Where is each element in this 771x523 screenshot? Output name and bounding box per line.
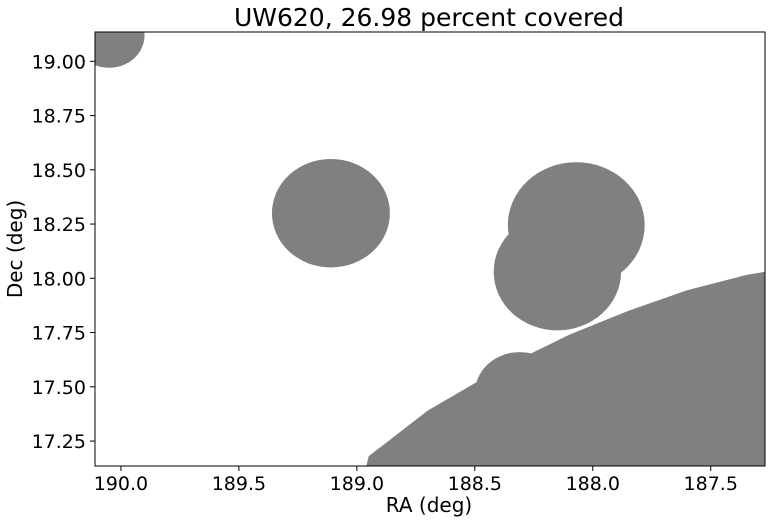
x-tick-label: 188.0 [566, 473, 620, 495]
y-tick-label: 18.50 [32, 160, 86, 182]
coverage-circle [271, 158, 390, 268]
plot-frame [94, 31, 766, 467]
x-tick-label: 190.0 [94, 473, 148, 495]
coverage-regions [95, 32, 765, 466]
y-tick-label: 19.00 [32, 51, 86, 73]
chart-title: UW620, 26.98 percent covered [234, 3, 624, 32]
y-tick-label: 17.50 [32, 377, 86, 399]
y-axis: 17.25 17.50 17.75 18.00 18.25 18.50 18.75 19.00 [32, 51, 95, 453]
y-tick-label: 18.25 [32, 214, 86, 236]
coverage-circle [95, 32, 145, 68]
y-tick-label: 17.75 [32, 323, 86, 345]
y-tick-label: 17.25 [32, 431, 86, 453]
x-axis-label: RA (deg) [386, 493, 472, 517]
coverage-circle [493, 213, 622, 331]
coverage-polygon [366, 271, 765, 466]
x-tick-label: 189.0 [330, 473, 384, 495]
x-tick-label: 187.5 [684, 473, 738, 495]
x-axis: 190.0 189.5 189.0 188.5 188.0 187.5 [94, 466, 738, 495]
x-tick-label: 189.5 [212, 473, 266, 495]
y-axis-label: Dec (deg) [3, 200, 27, 298]
y-tick-label: 18.75 [32, 106, 86, 128]
y-tick-label: 18.00 [32, 268, 86, 290]
x-tick-label: 188.5 [448, 473, 502, 495]
